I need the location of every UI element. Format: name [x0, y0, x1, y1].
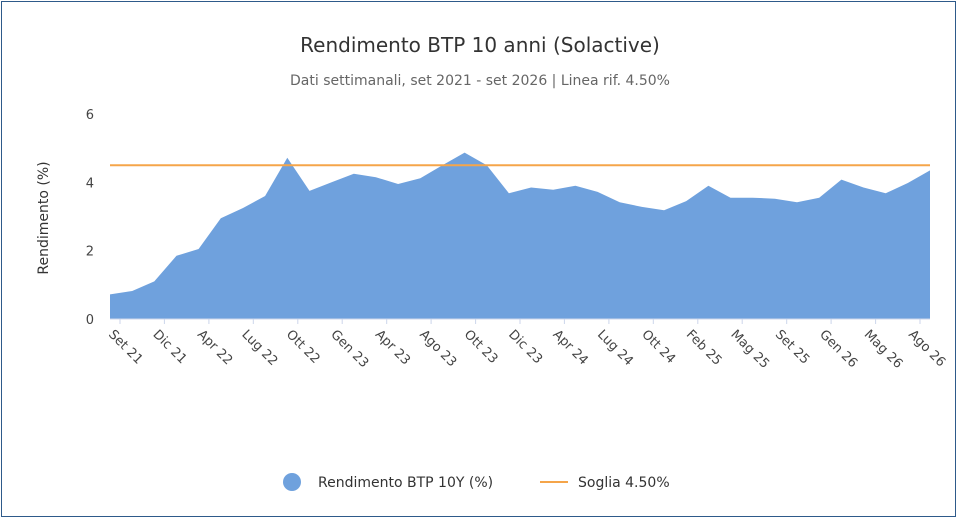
- legend-item-area[interactable]: Rendimento BTP 10Y (%): [318, 475, 493, 491]
- y-tick-label: 0: [86, 313, 94, 328]
- x-tick-label: Ago 23: [416, 327, 459, 370]
- y-axis-label: Rendimento (%): [36, 161, 52, 274]
- x-tick-label: Set 25: [772, 327, 812, 367]
- legend: Rendimento BTP 10Y (%) Soglia 4.50%: [283, 473, 670, 491]
- x-tick-label: Set 21: [105, 327, 145, 367]
- x-axis: Set 21 Dic 21 Apr 22 Lug 22 Ott 22 Gen 23 Apr …: [105, 319, 948, 372]
- x-tick-label: Dic 23: [505, 327, 545, 367]
- chart-subtitle: Dati settimanali, set 2021 - set 2026 | …: [290, 73, 670, 89]
- chart-title: Rendimento BTP 10 anni (Solactive): [300, 33, 660, 57]
- x-tick-label: Ott 22: [283, 327, 323, 367]
- x-tick-label: Apr 23: [372, 327, 413, 368]
- legend-area-marker: [283, 473, 301, 491]
- x-tick-label: Ago 26: [905, 327, 948, 370]
- x-tick-label: Lug 22: [238, 327, 280, 369]
- y-tick-label: 2: [86, 245, 94, 260]
- x-tick-label: Gen 23: [327, 327, 371, 371]
- x-tick-label: Mag 25: [727, 327, 772, 372]
- series-area-yield[interactable]: [110, 152, 930, 319]
- plot-area: [110, 152, 930, 320]
- x-tick-label: Apr 22: [194, 327, 235, 368]
- y-tick-label: 4: [86, 176, 94, 191]
- y-axis: 0 2 4 6: [86, 108, 94, 328]
- x-tick-label: Dic 21: [150, 327, 190, 367]
- x-tick-label: Feb 25: [683, 327, 725, 369]
- x-tick-label: Apr 24: [550, 327, 591, 368]
- x-tick-label: Gen 26: [816, 327, 860, 371]
- legend-item-line[interactable]: Soglia 4.50%: [578, 475, 670, 491]
- x-tick-label: Ott 24: [638, 327, 678, 367]
- y-tick-label: 6: [86, 108, 94, 123]
- x-tick-label: Lug 24: [594, 327, 636, 369]
- x-tick-label: Mag 26: [861, 327, 906, 372]
- x-tick-label: Ott 23: [461, 327, 501, 367]
